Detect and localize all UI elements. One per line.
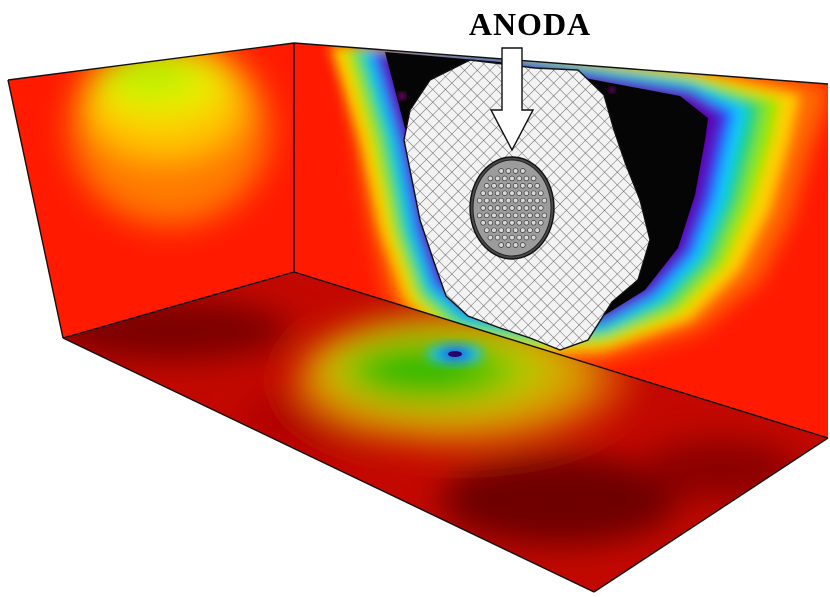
disc-hole <box>491 227 497 233</box>
disc-hole <box>520 197 526 204</box>
disc-hole <box>512 212 519 219</box>
disc-hole <box>512 183 519 189</box>
disc-hole <box>527 183 533 189</box>
disc-hole <box>491 183 497 189</box>
disc-hole <box>527 197 533 204</box>
disc-hole <box>516 205 522 211</box>
disc-hole <box>502 175 508 182</box>
disc-hole <box>476 197 483 204</box>
disc-hole <box>520 212 526 219</box>
disc-hole <box>502 190 508 196</box>
disc-hole <box>509 220 515 226</box>
disc-hole <box>484 227 490 233</box>
disc-hole <box>530 175 537 182</box>
disc-hole <box>502 220 508 226</box>
disc-hole <box>534 183 540 189</box>
disc-hole <box>523 175 530 182</box>
disc-hole <box>509 175 515 182</box>
disc-hole <box>505 197 512 204</box>
disc-hole <box>520 242 526 248</box>
disc-hole <box>498 242 504 248</box>
disc-hole <box>494 234 501 241</box>
disc-hole <box>541 212 548 219</box>
disc-hole <box>502 234 508 241</box>
disc-hole <box>538 205 544 211</box>
disc-hole <box>498 227 504 233</box>
disc-hole <box>484 197 490 204</box>
floor <box>63 272 828 592</box>
disc-hole <box>505 242 512 248</box>
disc-hole <box>530 205 537 211</box>
disc-hole <box>534 227 540 233</box>
disc-hole <box>480 220 486 226</box>
disc-hole <box>520 168 526 174</box>
disc-hole <box>502 205 508 211</box>
disc-hole <box>494 175 501 182</box>
disc-hole <box>480 205 486 211</box>
disc-hole <box>509 205 515 211</box>
disc-hole <box>494 205 501 211</box>
box-edges <box>7 42 829 593</box>
disc-hole <box>509 234 515 241</box>
disc-hole <box>541 197 548 204</box>
disc-hole <box>523 220 530 226</box>
anode-label: ANODA <box>468 6 592 42</box>
disc-hole <box>487 190 494 196</box>
disc-hole <box>484 183 490 189</box>
disc-hole <box>487 175 494 182</box>
disc-hole <box>505 183 512 189</box>
disc-hole <box>534 212 540 219</box>
disc-hole <box>520 183 526 189</box>
disc-hole <box>516 190 522 196</box>
disc-hole <box>498 168 504 174</box>
disc-hole <box>484 212 490 219</box>
disc-hole <box>520 227 526 233</box>
disc-hole <box>476 212 483 219</box>
disc-hole <box>512 227 519 233</box>
disc-hole <box>505 168 512 174</box>
disc-hole <box>505 212 512 219</box>
disc-hole <box>538 190 544 196</box>
disc-hole <box>527 212 533 219</box>
perforated-disc-icon <box>469 156 555 260</box>
disc-hole <box>516 220 522 226</box>
disc-hole <box>491 197 497 204</box>
disc-hole <box>487 234 494 241</box>
disc-hole <box>530 234 537 241</box>
disc-hole <box>530 190 537 196</box>
disc-hole <box>498 212 504 219</box>
disc-hole <box>480 190 486 196</box>
disc-hole <box>491 212 497 219</box>
disc-hole <box>530 220 537 226</box>
disc-hole <box>512 197 519 204</box>
disc-hole <box>534 197 540 204</box>
disc-hole <box>512 242 519 248</box>
disc-hole <box>516 234 522 241</box>
disc-hole <box>509 190 515 196</box>
disc-hole <box>516 175 522 182</box>
anode-plate <box>403 59 651 351</box>
disc-hole <box>538 220 544 226</box>
disc-hole <box>487 205 494 211</box>
down-arrow-icon <box>489 47 535 152</box>
disc-hole <box>505 227 512 233</box>
disc-hole <box>494 190 501 196</box>
disc-hole <box>527 227 533 233</box>
left-wall <box>8 43 294 338</box>
disc-hole <box>523 205 530 211</box>
disc-hole <box>498 197 504 204</box>
disc-hole <box>523 190 530 196</box>
disc-hole <box>494 220 501 226</box>
disc-hole <box>498 183 504 189</box>
disc-hole <box>512 168 519 174</box>
disc-hole <box>523 234 530 241</box>
disc-hole <box>487 220 494 226</box>
